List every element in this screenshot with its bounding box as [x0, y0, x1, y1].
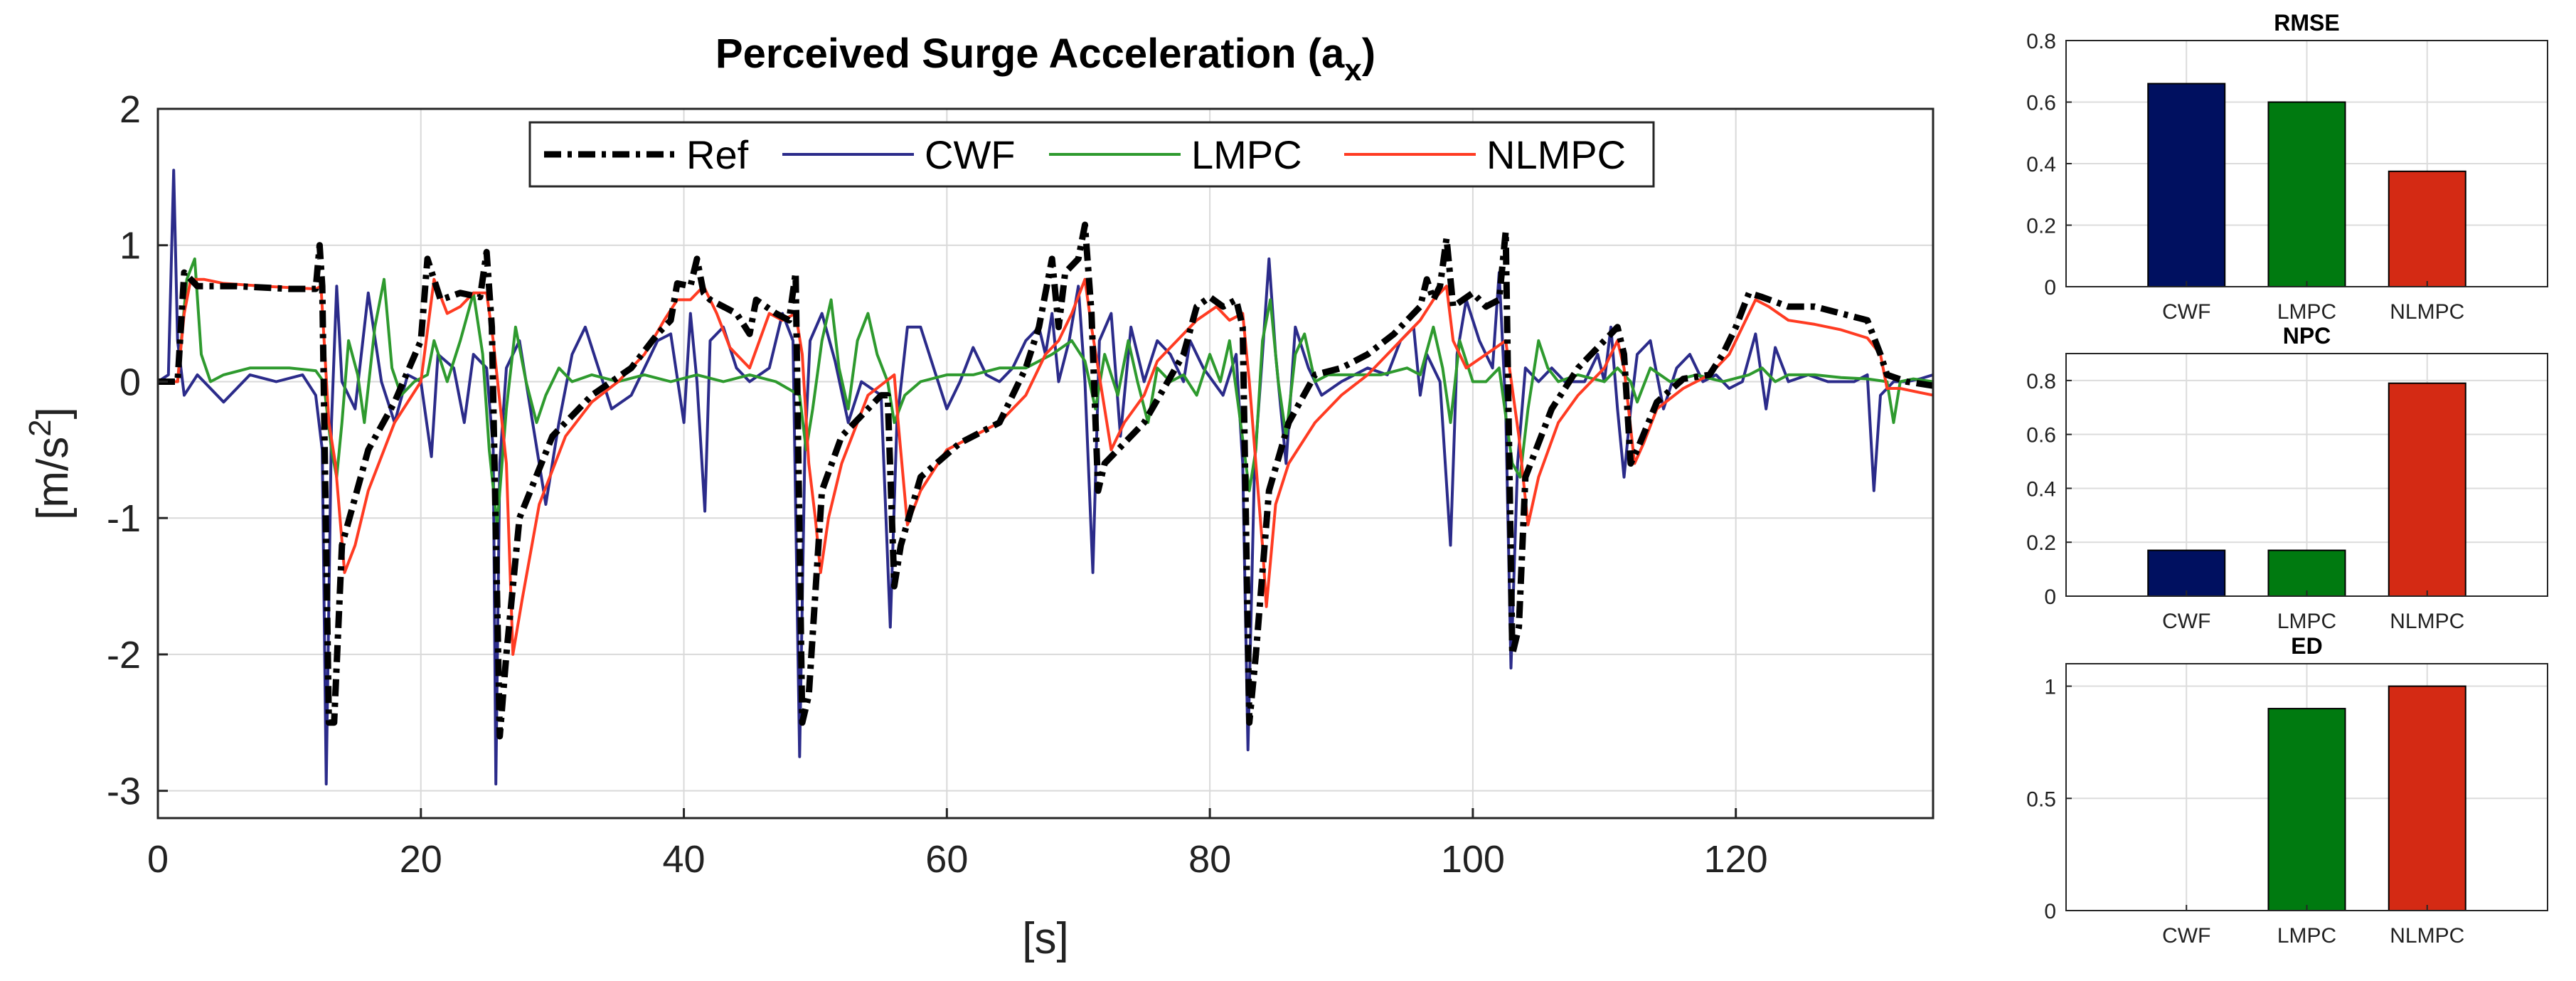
- x-tick-label: 60: [925, 838, 968, 881]
- plot-frame: [156, 107, 1934, 820]
- bar-x-tick-label: CWF: [2162, 300, 2210, 324]
- chart-title: Perceived Surge Acceleration (ax): [715, 31, 1375, 88]
- bar-chart-title-rmse: RMSE: [2274, 10, 2339, 36]
- bar-nlmpc: [2388, 170, 2466, 287]
- x-tick-label: 120: [1704, 838, 1768, 881]
- chart-title-main: Perceived Surge Acceleration (a: [715, 31, 1345, 77]
- bar-y-tick-label: 0.8: [2026, 370, 2056, 393]
- bar-y-tick-label: 0.2: [2026, 215, 2056, 238]
- bar-lmpc: [2267, 101, 2346, 287]
- chart-title-subscript: x: [1344, 53, 1362, 88]
- bar-y-tick-label: 0.6: [2026, 424, 2056, 447]
- bar-chart-title-npc: NPC: [2283, 323, 2331, 349]
- bar-y-tick-label: 0.6: [2026, 92, 2056, 115]
- y-tick-label: -1: [107, 497, 141, 540]
- legend-label-ref: Ref: [686, 132, 749, 177]
- y-axis-label-main: [m/s: [28, 437, 78, 520]
- x-tick-label: 40: [663, 838, 706, 881]
- bar-x-tick-label: CWF: [2162, 924, 2210, 948]
- x-tick-label: 80: [1188, 838, 1231, 881]
- bar-y-tick-label: 0.5: [2026, 788, 2056, 811]
- bar-lmpc: [2267, 549, 2346, 597]
- bar-x-tick-label: LMPC: [2277, 610, 2336, 633]
- bar-y-tick-label: 1: [2044, 676, 2056, 699]
- y-axis-label-sup: 2: [23, 419, 58, 436]
- bar-x-tick-label: LMPC: [2277, 300, 2336, 324]
- x-tick-label: 100: [1441, 838, 1505, 881]
- bar-x-tick-label: LMPC: [2277, 924, 2336, 948]
- y-tick-label: -3: [107, 770, 141, 813]
- bar-cwf: [2147, 549, 2226, 597]
- y-axis-label-close: ]: [28, 407, 78, 419]
- y-tick-label: 0: [119, 361, 141, 403]
- plot-area: [158, 109, 1933, 818]
- bar-y-tick-label: 0.8: [2026, 30, 2056, 53]
- bar-y-tick-label: 0.4: [2026, 477, 2056, 501]
- series-line-cwf: [158, 169, 1933, 786]
- bar-nlmpc: [2388, 382, 2466, 598]
- chart-title-close: ): [1362, 31, 1375, 77]
- bar-lmpc: [2267, 708, 2346, 911]
- y-tick-label: 2: [119, 88, 141, 131]
- series-line-lmpc: [158, 257, 1933, 526]
- x-tick-label: 20: [400, 838, 442, 881]
- bar-x-tick-label: NLMPC: [2390, 300, 2464, 324]
- y-tick-label: 1: [119, 225, 141, 267]
- bar-x-tick-label: CWF: [2162, 610, 2210, 633]
- bar-y-tick-label: 0.2: [2026, 531, 2056, 555]
- bar-nlmpc: [2388, 685, 2466, 912]
- bar-cwf: [2147, 83, 2226, 288]
- y-tick-label: -2: [107, 634, 141, 677]
- bar-x-tick-label: NLMPC: [2390, 610, 2464, 633]
- bar-y-tick-label: 0.4: [2026, 153, 2056, 176]
- bar-y-tick-label: 0: [2044, 900, 2056, 923]
- bar-x-tick-label: NLMPC: [2390, 924, 2464, 948]
- bar-chart-title-ed: ED: [2291, 633, 2322, 659]
- legend-label-lmpc: LMPC: [1191, 132, 1302, 177]
- x-tick-label: 0: [147, 838, 169, 881]
- legend-label-nlmpc: NLMPC: [1486, 132, 1626, 177]
- bar-y-tick-label: 0: [2044, 276, 2056, 299]
- x-axis-label: [s]: [1022, 914, 1068, 963]
- legend-label-cwf: CWF: [925, 132, 1016, 177]
- bar-y-tick-label: 0: [2044, 585, 2056, 609]
- y-axis-label: [m/s2]: [23, 407, 78, 520]
